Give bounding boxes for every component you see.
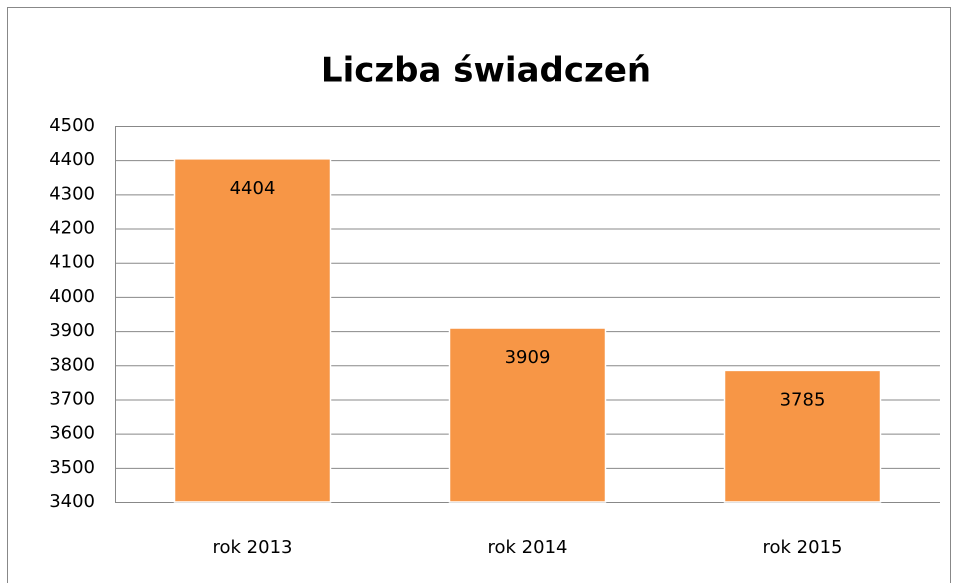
y-tick-label: 3500 xyxy=(49,457,95,478)
y-tick-label: 3900 xyxy=(49,320,95,341)
y-tick-label: 4400 xyxy=(49,149,95,170)
y-tick-label: 3400 xyxy=(49,491,95,512)
x-tick-label: rok 2015 xyxy=(763,537,843,558)
y-tick-label: 4100 xyxy=(49,252,95,273)
x-tick-label: rok 2013 xyxy=(213,537,293,558)
bar xyxy=(448,327,607,503)
data-label: 4404 xyxy=(230,178,276,199)
y-tick-label: 3600 xyxy=(49,423,95,444)
data-label: 3909 xyxy=(505,347,551,368)
x-tick-label: rok 2014 xyxy=(488,537,568,558)
y-tick-label: 4200 xyxy=(49,218,95,239)
y-tick-label: 3700 xyxy=(49,388,95,409)
y-tick-label: 4000 xyxy=(49,286,95,307)
y-tick-label: 3800 xyxy=(49,354,95,375)
bar xyxy=(723,369,882,503)
y-tick-label: 4500 xyxy=(49,115,95,136)
chart-title: Liczba świadczeń xyxy=(321,51,651,91)
data-label: 3785 xyxy=(780,389,826,410)
y-tick-label: 4300 xyxy=(49,183,95,204)
bar xyxy=(173,158,332,503)
